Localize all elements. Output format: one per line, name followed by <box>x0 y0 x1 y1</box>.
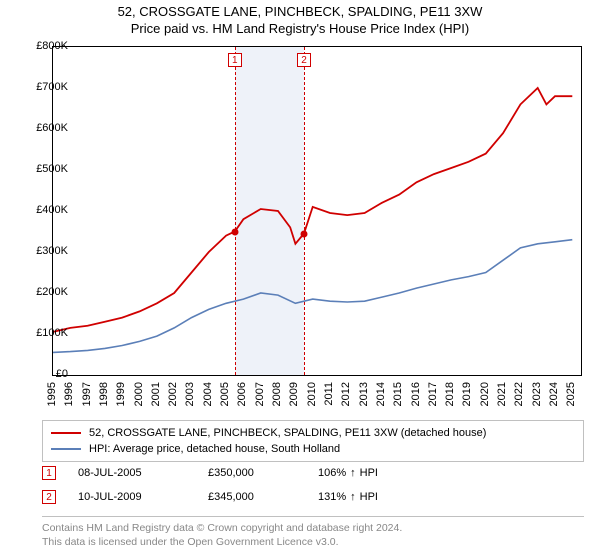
footer: Contains HM Land Registry data © Crown c… <box>42 516 584 549</box>
x-tick-label: 2011 <box>323 382 335 406</box>
x-tick-label: 1995 <box>46 382 58 406</box>
sale-row: 2 10-JUL-2009 £345,000 131% ↑ HPI <box>42 487 584 507</box>
sale-hpi: 131% ↑ HPI <box>318 491 378 503</box>
x-tick-label: 2019 <box>461 382 473 406</box>
title-subtitle: Price paid vs. HM Land Registry's House … <box>0 21 600 36</box>
sale-pct: 131% <box>318 491 346 503</box>
x-tick-label: 2024 <box>548 382 560 406</box>
sale-row: 1 08-JUL-2005 £350,000 106% ↑ HPI <box>42 463 584 483</box>
legend-item: 52, CROSSGATE LANE, PINCHBECK, SPALDING,… <box>51 425 575 441</box>
x-tick-label: 1999 <box>115 382 127 406</box>
x-tick-label: 2006 <box>236 382 248 406</box>
y-tick-label: £100K <box>24 327 68 339</box>
x-tick-label: 2009 <box>288 382 300 406</box>
footer-line2: This data is licensed under the Open Gov… <box>42 535 584 549</box>
x-tick-label: 2012 <box>340 382 352 406</box>
sale-marker: 1 <box>42 466 56 480</box>
y-tick-label: £800K <box>24 40 68 52</box>
legend: 52, CROSSGATE LANE, PINCHBECK, SPALDING,… <box>42 420 584 462</box>
x-tick-label: 2013 <box>358 382 370 406</box>
x-tick-label: 2025 <box>565 382 577 406</box>
legend-swatch <box>51 448 81 450</box>
footer-line1: Contains HM Land Registry data © Crown c… <box>42 521 584 535</box>
legend-swatch <box>51 432 81 434</box>
x-tick-label: 2008 <box>271 382 283 406</box>
legend-label: HPI: Average price, detached house, Sout… <box>89 443 340 455</box>
legend-item: HPI: Average price, detached house, Sout… <box>51 441 575 457</box>
series-hpi <box>53 240 572 353</box>
series-price_paid <box>53 88 572 332</box>
y-tick-label: £400K <box>24 204 68 216</box>
x-tick-label: 2005 <box>219 382 231 406</box>
x-tick-label: 2002 <box>167 382 179 406</box>
x-tick-label: 2020 <box>479 382 491 406</box>
x-tick-label: 2000 <box>133 382 145 406</box>
x-tick-label: 1996 <box>63 382 75 406</box>
series-svg <box>53 47 581 375</box>
x-tick-label: 2023 <box>531 382 543 406</box>
sales-table: 1 08-JUL-2005 £350,000 106% ↑ HPI 2 10-J… <box>42 463 584 511</box>
titles: 52, CROSSGATE LANE, PINCHBECK, SPALDING,… <box>0 0 600 36</box>
x-tick-label: 2010 <box>306 382 318 406</box>
x-tick-label: 2016 <box>410 382 422 406</box>
y-tick-label: £500K <box>24 163 68 175</box>
sale-hpi-label: HPI <box>360 467 378 479</box>
x-tick-label: 2014 <box>375 382 387 406</box>
chart-container: 52, CROSSGATE LANE, PINCHBECK, SPALDING,… <box>0 0 600 560</box>
sale-price: £345,000 <box>208 491 318 503</box>
y-tick-label: £300K <box>24 245 68 257</box>
y-tick-label: £200K <box>24 286 68 298</box>
x-tick-label: 1998 <box>98 382 110 406</box>
x-tick-label: 2004 <box>202 382 214 406</box>
sale-hpi-label: HPI <box>360 491 378 503</box>
y-tick-label: £600K <box>24 122 68 134</box>
sale-date: 10-JUL-2009 <box>78 491 208 503</box>
sale-date: 08-JUL-2005 <box>78 467 208 479</box>
sale-point-2 <box>301 230 308 237</box>
x-tick-label: 2015 <box>392 382 404 406</box>
x-tick-label: 2001 <box>150 382 162 406</box>
x-tick-label: 2018 <box>444 382 456 406</box>
x-tick-label: 2017 <box>427 382 439 406</box>
legend-label: 52, CROSSGATE LANE, PINCHBECK, SPALDING,… <box>89 427 486 439</box>
sale-hpi: 106% ↑ HPI <box>318 467 378 479</box>
y-tick-label: £700K <box>24 81 68 93</box>
x-tick-label: 2022 <box>513 382 525 406</box>
y-tick-label: £0 <box>24 368 68 380</box>
arrow-up-icon: ↑ <box>350 491 356 503</box>
sale-marker: 2 <box>42 490 56 504</box>
sale-price: £350,000 <box>208 467 318 479</box>
x-tick-label: 2003 <box>184 382 196 406</box>
sale-pct: 106% <box>318 467 346 479</box>
x-tick-label: 2021 <box>496 382 508 406</box>
x-tick-label: 1997 <box>81 382 93 406</box>
x-tick-label: 2007 <box>254 382 266 406</box>
arrow-up-icon: ↑ <box>350 467 356 479</box>
sale-point-1 <box>231 228 238 235</box>
title-address: 52, CROSSGATE LANE, PINCHBECK, SPALDING,… <box>0 4 600 19</box>
plot-area: 1 2 <box>52 46 582 376</box>
